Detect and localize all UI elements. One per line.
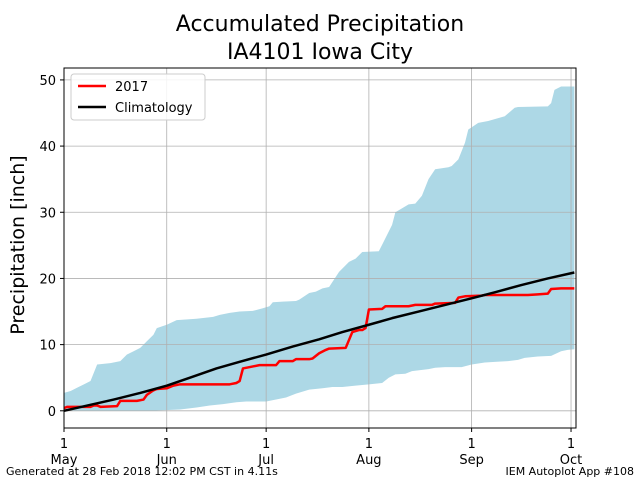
chart-title-line1: Accumulated Precipitation	[176, 12, 464, 37]
legend: 2017 Climatology	[70, 73, 206, 121]
chart-title-line2: IA4101 Iowa City	[227, 40, 413, 65]
y-tick-label: 0	[48, 405, 56, 420]
plot-frame	[63, 67, 577, 429]
series-line-2017	[63, 287, 575, 410]
x-tick-month-label: Sep	[459, 453, 484, 468]
y-tick-label: 50	[39, 74, 56, 89]
series-lines	[63, 271, 575, 413]
range-band-area	[64, 86, 575, 411]
legend-label-climatology: Climatology	[115, 101, 193, 116]
x-tick-day-label: 1	[365, 437, 373, 452]
x-tick-day-label: 1	[163, 437, 171, 452]
x-tick-day-label: 1	[262, 437, 270, 452]
y-axis-label: Precipitation [inch]	[7, 155, 29, 334]
x-tick-month-label: Jun	[156, 453, 177, 468]
x-tick-month-label: Aug	[356, 453, 381, 468]
y-tick-label: 10	[39, 339, 56, 354]
x-tick-day-label: 1	[60, 437, 68, 452]
series-line-climatology	[63, 271, 575, 413]
y-tick-label: 20	[39, 272, 56, 287]
footer-app-text: IEM Autoplot App #108	[505, 465, 635, 478]
y-tick-label: 30	[39, 206, 56, 221]
x-tick-month-label: Oct	[560, 453, 582, 468]
y-tick-label: 40	[39, 140, 56, 155]
x-tick-month-label: Jul	[257, 453, 274, 468]
footer-generated-text: Generated at 28 Feb 2018 12:02 PM CST in…	[6, 465, 278, 478]
x-tick-month-label: May	[51, 453, 78, 468]
legend-label-2017: 2017	[115, 80, 148, 95]
climatology-range-band	[64, 86, 575, 411]
x-tick-day-label: 1	[467, 437, 475, 452]
x-tick-day-label: 1	[567, 437, 575, 452]
